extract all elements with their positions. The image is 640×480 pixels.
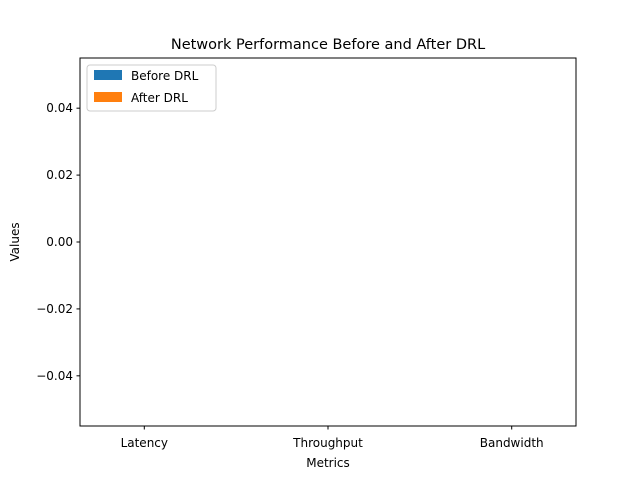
y-tick-label: −0.04 (36, 369, 73, 383)
y-tick-label: −0.02 (36, 302, 73, 316)
chart-title: Network Performance Before and After DRL (171, 37, 485, 53)
legend-label-after-drl: After DRL (131, 91, 188, 105)
y-axis: −0.04 −0.02 0.00 0.02 0.04 (36, 101, 80, 383)
x-tick-label-bandwidth: Bandwidth (480, 436, 544, 450)
legend-swatch-before-drl (94, 70, 122, 80)
y-axis-label: Values (8, 222, 22, 261)
legend: Before DRL After DRL (86, 64, 217, 112)
x-axis: Latency Throughput Bandwidth (121, 426, 544, 450)
x-tick-label-latency: Latency (121, 436, 168, 450)
x-axis-label: Metrics (306, 456, 350, 470)
y-tick-label: 0.00 (46, 235, 73, 249)
legend-swatch-after-drl (94, 92, 122, 102)
y-tick-label: 0.02 (46, 168, 73, 182)
y-tick-label: 0.04 (46, 101, 73, 115)
legend-label-before-drl: Before DRL (131, 69, 199, 83)
x-tick-label-throughput: Throughput (292, 436, 363, 450)
